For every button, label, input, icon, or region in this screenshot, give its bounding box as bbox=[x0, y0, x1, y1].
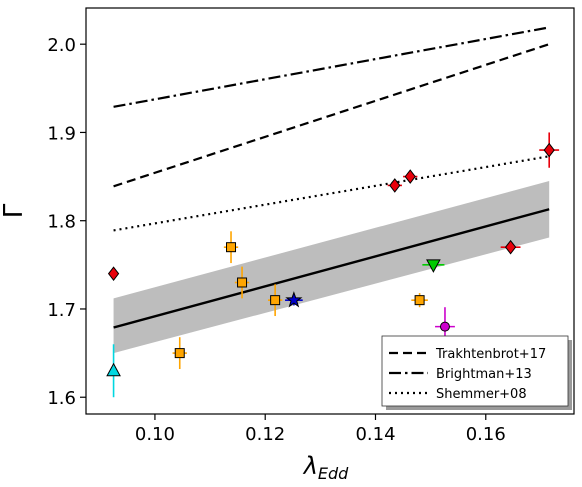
data-point-14 bbox=[539, 132, 560, 168]
data-point-4 bbox=[223, 231, 239, 264]
star-marker bbox=[285, 291, 303, 308]
x-tick-label: 0.16 bbox=[466, 424, 506, 445]
data-point-7 bbox=[285, 291, 303, 308]
square-marker bbox=[414, 295, 425, 306]
data-point-5 bbox=[234, 266, 250, 299]
reference-line-2 bbox=[113, 26, 550, 108]
legend-label: Brightman+13 bbox=[436, 367, 532, 382]
plot-frame bbox=[85, 7, 575, 415]
legend-label: Trakhtenbrot+17 bbox=[435, 347, 546, 362]
circle-marker bbox=[439, 321, 450, 332]
y-tick-label: 2.0 bbox=[47, 35, 76, 56]
x-axis-label-main: λ bbox=[302, 452, 318, 480]
data-point-2 bbox=[106, 344, 121, 398]
diamond-marker bbox=[389, 178, 401, 193]
x-axis-label-subscript: Edd bbox=[318, 464, 349, 483]
legend-box bbox=[381, 335, 569, 407]
fit-line bbox=[113, 208, 550, 329]
y-tick-label: 1.7 bbox=[47, 300, 76, 321]
x-tick-label: 0.10 bbox=[135, 424, 175, 445]
triangle-down-marker bbox=[426, 259, 441, 273]
data-point-10 bbox=[411, 293, 428, 308]
data-point-8 bbox=[387, 178, 402, 193]
data-point-3 bbox=[172, 337, 187, 369]
reference-line-1 bbox=[113, 43, 550, 188]
diamond-marker bbox=[504, 239, 517, 255]
data-point-6 bbox=[267, 284, 283, 317]
data-point-1 bbox=[107, 266, 120, 281]
legend: Trakhtenbrot+17 Brightman+13 Shemmer+08 bbox=[381, 335, 572, 410]
diamond-marker bbox=[543, 142, 555, 158]
square-marker bbox=[226, 242, 237, 253]
reference-line-3 bbox=[113, 155, 550, 232]
square-marker bbox=[270, 295, 281, 306]
y-tick-label: 1.6 bbox=[47, 388, 76, 409]
x-tick-label: 0.14 bbox=[355, 424, 395, 445]
data-point-13 bbox=[500, 239, 521, 255]
y-tick-label: 1.9 bbox=[47, 123, 76, 144]
triangle-up-marker bbox=[106, 362, 121, 377]
x-tick-label: 0.12 bbox=[245, 424, 285, 445]
diamond-marker bbox=[404, 169, 416, 184]
legend-label: Shemmer+08 bbox=[436, 387, 527, 402]
x-axis-label: λEdd bbox=[302, 452, 349, 483]
diamond-marker bbox=[107, 266, 120, 281]
data-point-11 bbox=[422, 259, 445, 273]
square-marker bbox=[237, 277, 248, 288]
square-marker bbox=[174, 348, 185, 359]
y-axis-label: Γ bbox=[0, 203, 29, 218]
y-tick-label: 1.8 bbox=[47, 212, 76, 233]
data-point-9 bbox=[403, 169, 418, 184]
fit-confidence-band bbox=[113, 180, 550, 354]
